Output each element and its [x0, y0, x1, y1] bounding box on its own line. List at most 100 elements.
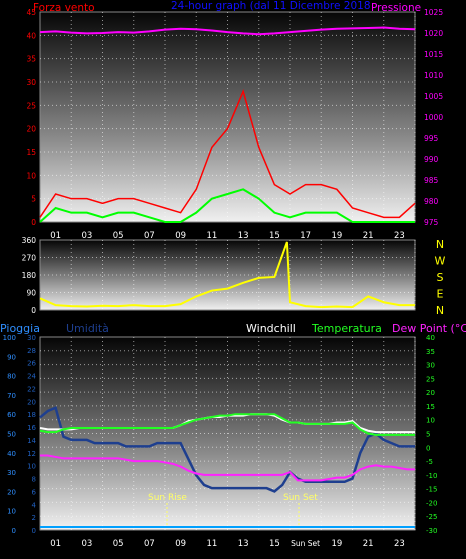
- sunrise-label: Sun Rise: [148, 493, 187, 503]
- panel1-series: [39, 26, 416, 223]
- x-tick-label: 11: [206, 539, 217, 549]
- legend-dewpoint: Dew Point (°C): [392, 322, 466, 335]
- y-label-rain: Pioggia: [0, 322, 40, 335]
- wind-tick-label: 45: [26, 8, 36, 17]
- x-tick-label: 17: [300, 231, 311, 241]
- x-tick-label: 13: [238, 539, 249, 549]
- humidity-tick-label: 18: [27, 411, 36, 419]
- panel2-left-ticks: 360 270 180 90 0: [22, 236, 37, 315]
- x-tick-label: 15: [269, 539, 280, 549]
- humidity-tick-label: 12: [27, 450, 36, 458]
- humidity-tick-label: 22: [27, 385, 36, 393]
- wind-tick-label: 20: [26, 125, 36, 134]
- temperature-tick-label: -15: [426, 486, 437, 494]
- temperature-tick-label: 40: [426, 334, 435, 342]
- x-tick-label: 19: [331, 539, 342, 549]
- humidity-tick-label: 10: [27, 463, 36, 471]
- humidity-tick-label: 28: [27, 347, 36, 355]
- humidity-tick-label: 4: [32, 501, 37, 509]
- x-tick-label: 11: [206, 231, 217, 241]
- pressure-tick-label: 1000: [424, 113, 443, 122]
- rain-tick-label: 0: [12, 527, 16, 535]
- direction-label: S: [437, 271, 444, 284]
- temperature-tick-label: 15: [426, 403, 435, 411]
- pressure-tick-label: 980: [424, 197, 439, 206]
- direction-label: N: [436, 238, 444, 251]
- direction-tick-label: 0: [31, 306, 36, 315]
- humidity-tick-label: 16: [27, 424, 36, 432]
- panel1-right-ticks: 1025 1020 1015 1010 1005 1000 995 990 985 980 975: [424, 8, 443, 227]
- temperature-tick-label: 30: [426, 362, 435, 370]
- x-tick-label: Sun Set: [291, 539, 320, 548]
- temperature-tick-label: 20: [426, 389, 435, 397]
- x-tick-label: 09: [175, 539, 186, 549]
- series-line-pressure: [39, 26, 416, 36]
- x-tick-label: 05: [113, 539, 124, 549]
- pressure-tick-label: 1020: [424, 29, 443, 38]
- x-tick-label: 01: [50, 539, 61, 549]
- panel3-temperature-ticks: 40 35 30 25 20 15 10 5 0 -5 -10 -15 -20 -25 -30: [426, 334, 437, 535]
- x-tick-label: 19: [331, 231, 342, 241]
- series-line-wind: [39, 89, 416, 219]
- direction-tick-label: 270: [22, 254, 37, 263]
- x-tick-label: 09: [175, 231, 186, 241]
- wind-tick-label: 10: [26, 171, 36, 180]
- series-line-direction: [39, 241, 415, 309]
- temperature-tick-label: 5: [426, 431, 430, 439]
- rain-tick-label: 30: [7, 469, 16, 477]
- humidity-tick-label: 24: [27, 373, 36, 381]
- direction-label: N: [436, 304, 444, 317]
- humidity-tick-label: 6: [32, 488, 37, 496]
- series-line-gust: [39, 188, 415, 223]
- temperature-tick-label: 35: [426, 348, 435, 356]
- humidity-tick-label: 0: [32, 527, 36, 535]
- panel3-series: [39, 406, 415, 528]
- rain-tick-label: 80: [7, 373, 16, 381]
- x-tick-label: 23: [394, 231, 405, 241]
- pressure-tick-label: 995: [424, 134, 439, 143]
- pressure-tick-label: 1015: [424, 50, 443, 59]
- rain-tick-label: 40: [7, 450, 16, 458]
- rain-tick-label: 90: [7, 353, 16, 361]
- x-tick-label: 07: [144, 539, 155, 549]
- series-line-temperature: [39, 413, 415, 436]
- chart-title: 24-hour graph (dal 11 Dicembre 2018: [171, 0, 371, 12]
- legend-temperature: Temperatura: [311, 322, 382, 335]
- temperature-tick-label: 10: [426, 417, 435, 425]
- wind-tick-label: 30: [26, 78, 36, 87]
- pressure-tick-label: 990: [424, 155, 439, 164]
- y-label-wind: Forza vento: [33, 2, 95, 14]
- direction-tick-label: 180: [22, 271, 37, 280]
- rain-tick-label: 20: [7, 488, 16, 496]
- x-tick-label: 21: [363, 231, 374, 241]
- y-label-pressure: Pressione: [371, 2, 421, 14]
- direction-tick-label: 360: [22, 236, 37, 245]
- x-tick-label: 03: [81, 231, 92, 241]
- pressure-tick-label: 985: [424, 176, 439, 185]
- temperature-tick-label: -25: [426, 513, 437, 521]
- x-tick-label: 15: [269, 231, 280, 241]
- temperature-tick-label: -30: [426, 527, 437, 535]
- y-label-humidity: Umidità: [66, 322, 109, 335]
- legend-windchill: Windchill: [246, 322, 296, 335]
- series-line-humidity: [39, 406, 415, 493]
- rain-tick-label: 70: [7, 392, 16, 400]
- series-line-dewpoint: [40, 454, 415, 482]
- panel3-x-ticks: 01 03 05 07 09 11 13 15 Sun Set 19 21 23: [50, 539, 405, 549]
- wind-tick-label: 25: [26, 101, 36, 110]
- pressure-tick-label: 975: [424, 218, 439, 227]
- humidity-tick-label: 2: [32, 514, 36, 522]
- x-tick-label: 23: [394, 539, 405, 549]
- humidity-tick-label: 14: [27, 437, 36, 445]
- rain-tick-label: 100: [3, 334, 16, 342]
- pressure-tick-label: 1010: [424, 71, 443, 80]
- wind-tick-label: 35: [26, 55, 36, 64]
- wind-tick-label: 5: [31, 195, 36, 204]
- direction-label: E: [437, 288, 444, 301]
- x-tick-label: 07: [144, 231, 155, 241]
- humidity-tick-label: 20: [27, 398, 36, 406]
